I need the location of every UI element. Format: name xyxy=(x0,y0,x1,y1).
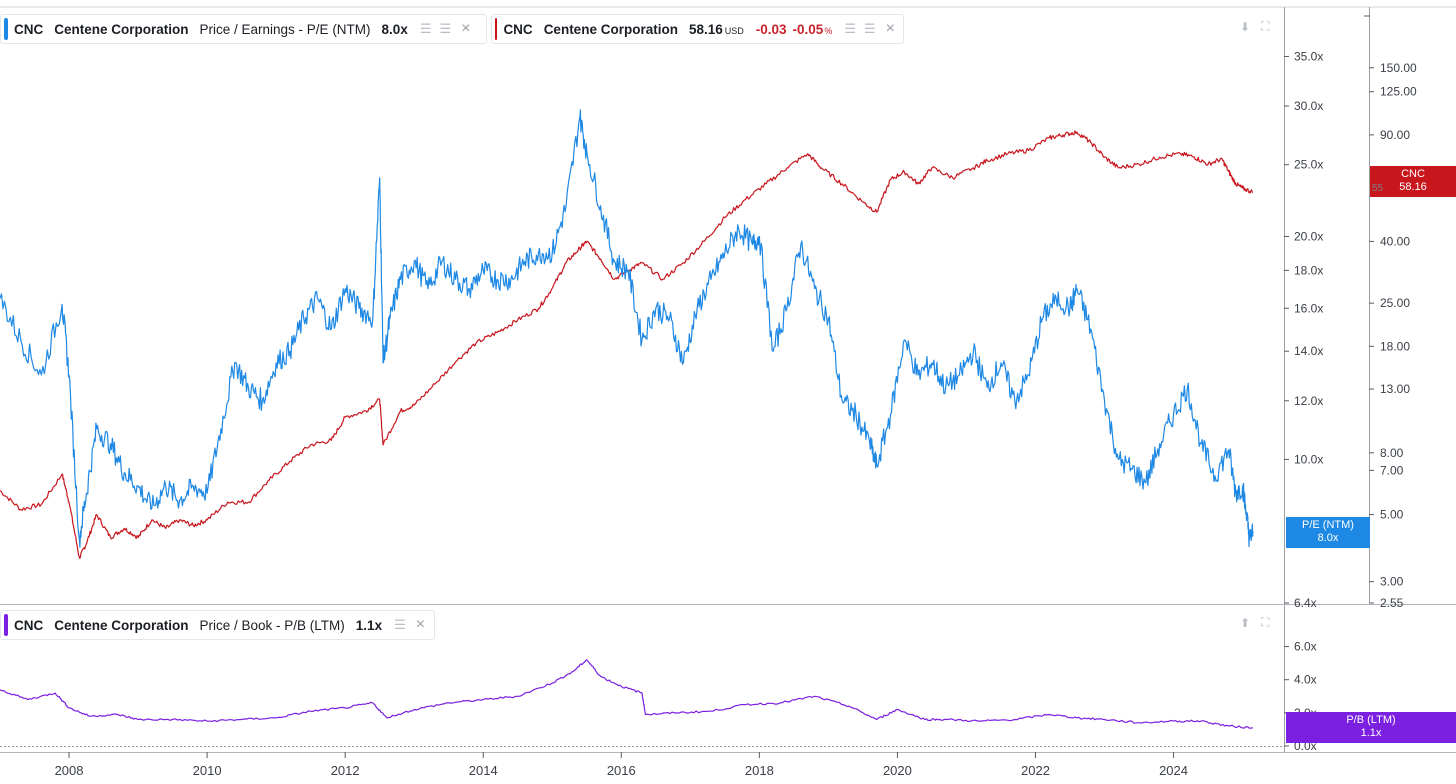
pe-tick-label: 35.0x xyxy=(1294,49,1323,63)
layers-icon[interactable]: ☰ xyxy=(394,617,406,632)
pe-tick-label: 12.0x xyxy=(1294,394,1323,408)
upload-icon[interactable]: ⬆ xyxy=(1240,616,1251,630)
download-icon[interactable]: ⬇ xyxy=(1240,20,1251,34)
pb-series-line xyxy=(0,659,1253,729)
layers-icon[interactable]: ☰ xyxy=(439,21,452,36)
price-tick-label: 8.00 xyxy=(1380,446,1404,460)
legend-pb-metric: Price / Book - P/B (LTM) xyxy=(199,617,345,633)
x-tick-label: 2012 xyxy=(331,763,360,778)
close-icon[interactable]: × xyxy=(415,616,426,633)
price-tick-label: 90.00 xyxy=(1380,128,1410,142)
pe-badge-label: P/E (NTM) xyxy=(1302,519,1354,531)
chart-frame xyxy=(0,6,1456,753)
pe-badge-value: 8.0x xyxy=(1317,532,1339,544)
pb-tick-label: 6.0x xyxy=(1294,640,1317,654)
x-tick-label: 2014 xyxy=(469,763,498,778)
x-tick-label: 2022 xyxy=(1021,763,1050,778)
price-tick-label: 40.00 xyxy=(1380,234,1410,248)
pe-tick-label: 18.0x xyxy=(1294,263,1323,277)
close-icon[interactable]: × xyxy=(885,20,895,37)
layers-icon[interactable]: ☰ xyxy=(864,21,876,36)
pe-tick-label: 30.0x xyxy=(1294,99,1323,113)
price-series-line xyxy=(0,130,1253,559)
price-badge-hidden: 55 xyxy=(1372,183,1384,194)
close-icon[interactable]: × xyxy=(461,20,471,37)
price-tick-label: 2.55 xyxy=(1380,596,1404,610)
expand-icon[interactable]: ⛶ xyxy=(1261,19,1270,33)
x-tick-label: 2024 xyxy=(1159,763,1188,778)
legend-price-change-pct: -0.05% xyxy=(793,22,833,37)
price-tick-label: 7.00 xyxy=(1380,463,1404,477)
legend-pb-ticker: CNC xyxy=(14,617,44,633)
series-layer[interactable] xyxy=(0,109,1254,729)
legend-price-swatch xyxy=(495,18,498,40)
pe-tick-label: 20.0x xyxy=(1294,229,1323,243)
legend-price-change: -0.03 xyxy=(755,21,787,37)
expand-icon[interactable]: ⛶ xyxy=(1261,615,1270,629)
legend-price-company: Centene Corporation xyxy=(543,21,678,37)
x-tick-label: 2008 xyxy=(55,763,84,778)
legend-pe-company: Centene Corporation xyxy=(54,21,189,37)
pe-tick-label: 25.0x xyxy=(1294,158,1323,172)
pe-badge: P/E (NTM) 8.0x xyxy=(1286,517,1370,548)
x-tick-label: 2018 xyxy=(745,763,774,778)
legend-pe-swatch xyxy=(4,18,8,40)
legend-pe-metric: Price / Earnings - P/E (NTM) xyxy=(199,21,371,37)
legend-price-unit: USD xyxy=(724,25,744,36)
price-badge-ticker: CNC xyxy=(1401,168,1425,180)
pe-axis: 6.4x 10.0x 12.0x 14.0x 16.0x 18.0x 20.0x 25.0x 3… xyxy=(1284,49,1323,610)
price-tick-label: 18.00 xyxy=(1380,339,1410,353)
x-tick-label: 2020 xyxy=(883,763,912,778)
price-tick-label: 150.00 xyxy=(1380,61,1417,75)
price-tick-label: 25.00 xyxy=(1380,296,1410,310)
pe-tick-label: 10.0x xyxy=(1294,452,1323,466)
legend-pb-company: Centene Corporation xyxy=(54,617,189,633)
pe-tick-label: 16.0x xyxy=(1294,301,1323,315)
legend-pb-value: 1.1x xyxy=(355,617,383,633)
legend-pb-swatch xyxy=(4,614,8,636)
x-axis: 2008 2010 2012 2014 2016 2018 2020 2022 2024 xyxy=(55,752,1188,778)
legend-pb[interactable]: CNC Centene Corporation Price / Book - P… xyxy=(0,610,435,640)
legend-price[interactable]: CNC Centene Corporation 58.16 USD -0.03 -… xyxy=(491,14,904,44)
legend-price-ticker: CNC xyxy=(503,21,533,37)
pb-badge: P/B (LTM) 1.1x xyxy=(1286,712,1456,743)
pb-badge-value: 1.1x xyxy=(1360,727,1382,739)
price-badge: 55 CNC 58.16 xyxy=(1370,166,1456,197)
legend-price-value: 58.16 USD xyxy=(689,22,744,37)
price-tick-label: 125.00 xyxy=(1380,85,1417,99)
pb-tick-label: 4.0x xyxy=(1294,673,1317,687)
price-tick-label: 5.00 xyxy=(1380,508,1404,522)
pb-badge-label: P/B (LTM) xyxy=(1346,714,1396,726)
legend-price-pct-value: -0.05 xyxy=(792,21,824,37)
x-tick-label: 2016 xyxy=(607,763,636,778)
price-tick-label: 13.00 xyxy=(1380,382,1410,396)
price-tick-label: 3.00 xyxy=(1380,575,1404,589)
layers-icon[interactable]: ☰ xyxy=(419,21,432,36)
pe-tick-label: 6.4x xyxy=(1294,596,1317,610)
price-badge-value: 58.16 xyxy=(1399,181,1427,193)
pe-tick-label: 14.0x xyxy=(1294,344,1323,358)
pe-series-line xyxy=(0,109,1254,548)
layers-icon[interactable]: ☰ xyxy=(844,21,856,36)
legend-price-pct-sign: % xyxy=(824,25,833,36)
legend-pe[interactable]: CNC Centene Corporation Price / Earnings… xyxy=(0,14,487,44)
legend-price-last: 58.16 xyxy=(688,21,723,37)
legend-pe-value: 8.0x xyxy=(381,21,408,37)
x-tick-label: 2010 xyxy=(193,763,222,778)
price-axis: 2.55 3.00 5.00 7.00 8.00 13.00 18.00 25.00 40.00… xyxy=(1369,61,1417,610)
legend-pe-ticker: CNC xyxy=(14,21,44,37)
